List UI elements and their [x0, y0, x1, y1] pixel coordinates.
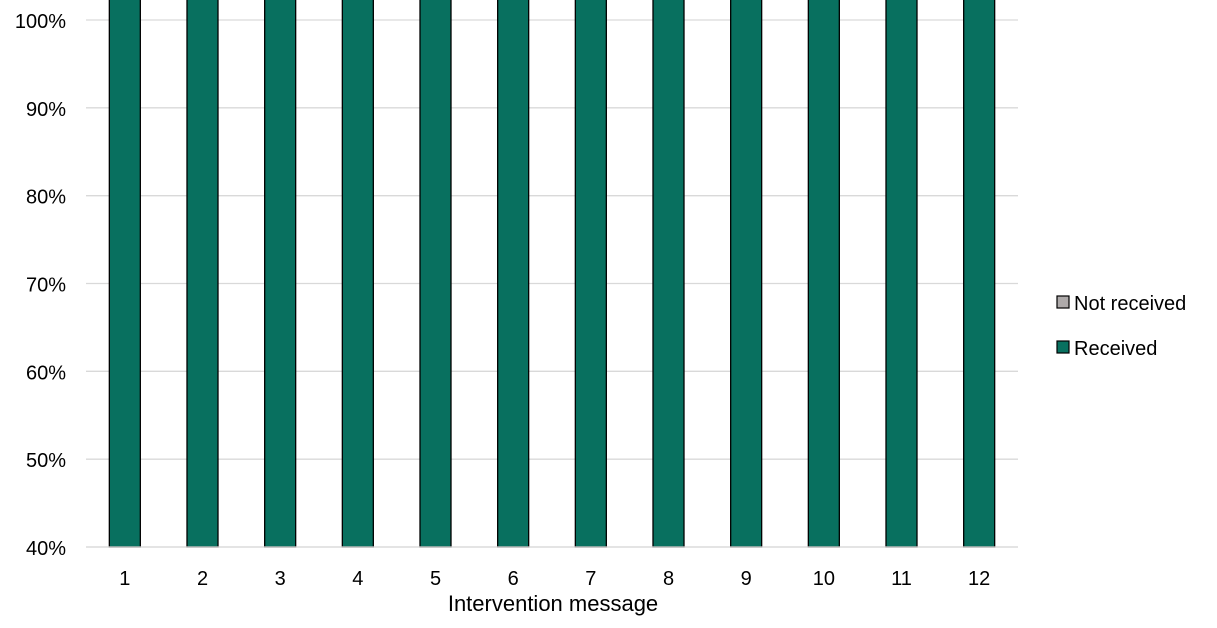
- x-tick-label: 6: [508, 568, 519, 590]
- y-tick-label: 100%: [15, 11, 66, 33]
- bar-segment-received: [497, 0, 530, 548]
- x-tick-label: 4: [352, 568, 363, 590]
- x-axis: 1 2 3 4 5 6 7 8 9 10 11 12: [86, 546, 1018, 590]
- legend-swatch: [1056, 295, 1070, 309]
- bar-segment-received: [652, 0, 685, 548]
- y-tick-label: 80%: [26, 187, 66, 209]
- y-tick-label: 40%: [26, 538, 66, 560]
- legend: Not received Received: [1056, 293, 1186, 360]
- bar-segment-received: [341, 0, 374, 548]
- x-tick-label: 9: [741, 568, 752, 590]
- x-axis-title: Intervention message: [448, 591, 658, 616]
- y-axis: 40% 50% 60% 70% 80% 90% 100%: [15, 11, 66, 560]
- x-tick-label: 3: [275, 568, 286, 590]
- bar-segment-received: [419, 0, 452, 548]
- x-tick-label: 2: [197, 568, 208, 590]
- x-tick-label: 12: [968, 568, 990, 590]
- bar-segment-received: [108, 0, 141, 548]
- x-tick-label: 1: [119, 568, 130, 590]
- gridlines: [86, 19, 1018, 548]
- legend-label: Not received: [1074, 293, 1186, 315]
- x-tick-label: 5: [430, 568, 441, 590]
- legend-swatch: [1056, 340, 1070, 354]
- x-tick-label: 10: [813, 568, 835, 590]
- x-tick-label: 7: [585, 568, 596, 590]
- bar-segment-received: [730, 0, 763, 548]
- x-tick-label: 8: [663, 568, 674, 590]
- bar-segment-received: [963, 0, 996, 548]
- legend-label: Received: [1074, 338, 1157, 360]
- y-tick-label: 70%: [26, 275, 66, 297]
- bars: [108, 0, 996, 548]
- bar-segment-received: [885, 0, 918, 548]
- y-tick-label: 60%: [26, 362, 66, 384]
- bar-segment-received: [574, 0, 607, 548]
- y-tick-label: 50%: [26, 450, 66, 472]
- bar-segment-received: [807, 0, 840, 548]
- bar-segment-received: [264, 0, 297, 548]
- y-tick-label: 90%: [26, 99, 66, 121]
- bar-segment-received: [186, 0, 219, 548]
- x-tick-label: 11: [891, 568, 912, 590]
